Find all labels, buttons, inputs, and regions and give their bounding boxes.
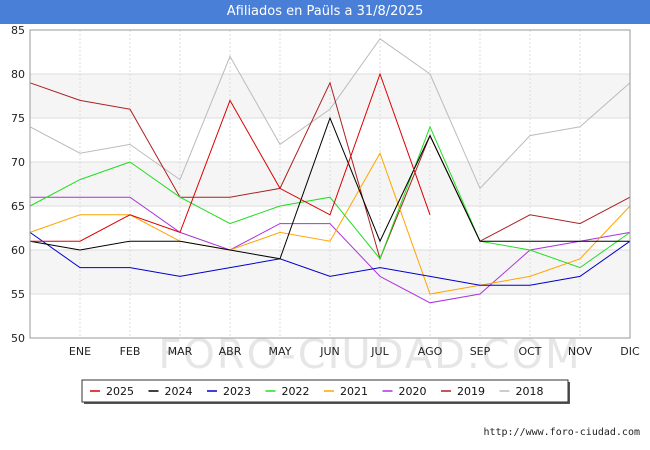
- x-tick-label: MAR: [168, 345, 193, 358]
- watermark: FORO-CIUDAD.COM: [158, 332, 581, 378]
- y-tick-label: 75: [11, 112, 25, 125]
- series-line-2024: [29, 116, 630, 260]
- x-axis-ticks: ENE FEB MAR ABR MAY JUN JUL AGO SEP OCT NOV DIC: [69, 345, 640, 358]
- y-tick-label: 50: [11, 332, 25, 345]
- x-tick-label: AGO: [418, 345, 443, 358]
- footer-url[interactable]: http://www.foro-ciudad.com: [483, 427, 640, 438]
- x-tick-label: NOV: [568, 345, 593, 358]
- chart-title: Afiliados en Paüls a 31/8/2025: [0, 0, 650, 24]
- legend-label-2024: 2024: [165, 385, 193, 398]
- y-tick-label: 60: [11, 244, 25, 257]
- y-axis-ticks: 50 55 60 65 70 75 80 85: [11, 24, 25, 345]
- legend-label-2019: 2019: [457, 385, 485, 398]
- x-tick-label: JUN: [319, 345, 340, 358]
- series-line-2019: [29, 81, 631, 261]
- series-line-2023: [29, 231, 631, 286]
- legend: 2025 2024 2023 2022 2021 2020 2019 2018: [81, 379, 570, 404]
- y-tick-label: 65: [11, 200, 25, 213]
- y-tick-label: 85: [11, 24, 25, 37]
- y-tick-label: 70: [11, 156, 25, 169]
- x-tick-label: ABR: [219, 345, 242, 358]
- x-tick-label: SEP: [470, 345, 491, 358]
- legend-label-2025: 2025: [106, 385, 134, 398]
- x-tick-label: DIC: [620, 345, 640, 358]
- x-tick-label: OCT: [518, 345, 541, 358]
- series-line-2018: [29, 38, 631, 190]
- series-lines: [29, 38, 631, 304]
- y-tick-label: 55: [11, 288, 25, 301]
- legend-label-2022: 2022: [282, 385, 310, 398]
- x-tick-label: FEB: [120, 345, 141, 358]
- x-tick-label: MAY: [269, 345, 292, 358]
- y-tick-label: 80: [11, 68, 25, 81]
- series-line-2025: [30, 72, 431, 242]
- plot-frame: [29, 29, 631, 339]
- x-tick-label: JUL: [370, 345, 389, 358]
- x-tick-label: ENE: [69, 345, 91, 358]
- legend-label-2020: 2020: [399, 385, 427, 398]
- series-line-2022: [29, 125, 631, 269]
- legend-label-2018: 2018: [516, 385, 544, 398]
- legend-label-2021: 2021: [340, 385, 368, 398]
- legend-label-2023: 2023: [223, 385, 251, 398]
